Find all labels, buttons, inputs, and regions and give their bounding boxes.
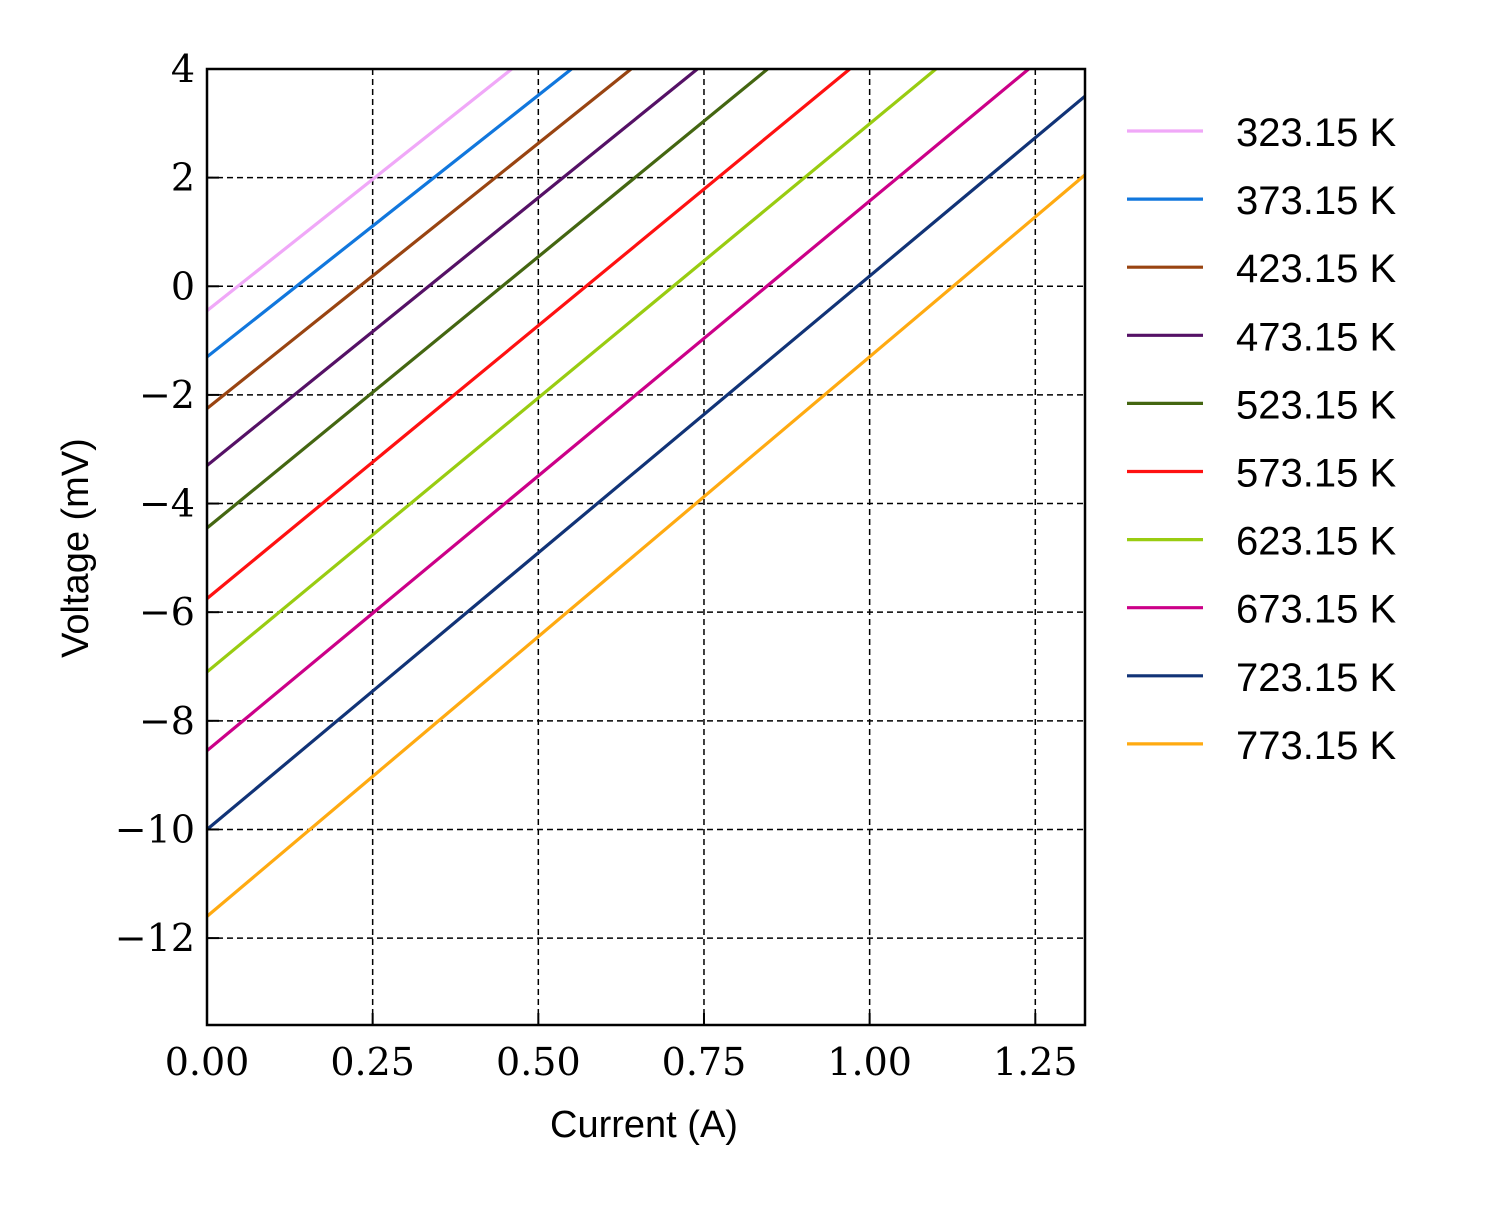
series-line bbox=[207, 69, 937, 674]
grid bbox=[207, 69, 1085, 1025]
y-tick-label: −8 bbox=[139, 699, 195, 743]
y-tick-label: 4 bbox=[171, 47, 195, 91]
legend-label: 323.15 K bbox=[1236, 111, 1396, 155]
series-line bbox=[207, 69, 573, 359]
series-line bbox=[207, 69, 513, 312]
series-line bbox=[207, 94, 1085, 831]
series-line bbox=[207, 69, 633, 410]
y-tick-label: −10 bbox=[115, 807, 195, 851]
x-tick-label: 0.25 bbox=[330, 1040, 415, 1084]
x-axis-label: Current (A) bbox=[550, 1104, 738, 1146]
legend-label: 623.15 K bbox=[1236, 520, 1396, 564]
series-line bbox=[207, 173, 1085, 918]
y-tick-label: −4 bbox=[139, 482, 195, 526]
x-tick-label: 1.25 bbox=[993, 1040, 1078, 1084]
legend-label: 373.15 K bbox=[1236, 179, 1396, 223]
legend-label: 723.15 K bbox=[1236, 656, 1396, 700]
y-tick-label: 2 bbox=[171, 156, 195, 200]
legend-label: 673.15 K bbox=[1236, 588, 1396, 632]
legend-label: 473.15 K bbox=[1236, 315, 1396, 359]
x-tick-label: 0.75 bbox=[662, 1040, 747, 1084]
y-tick-label: −6 bbox=[139, 590, 195, 634]
legend: 323.15 K 373.15 K 423.15 K 473.15 K 523.15 K… bbox=[1127, 111, 1396, 768]
legend-label: 573.15 K bbox=[1236, 452, 1396, 496]
series-line bbox=[207, 69, 851, 600]
series-line bbox=[207, 69, 769, 530]
series-line bbox=[207, 69, 1030, 752]
y-axis-label: Voltage (mV) bbox=[55, 438, 97, 658]
legend-label: 523.15 K bbox=[1236, 383, 1396, 427]
y-tick-label: 0 bbox=[171, 264, 195, 308]
plot-frame bbox=[205, 67, 1087, 1027]
ticks: 0.00 0.25 0.50 0.75 1.00 1.25 4 2 0 −2 −4 −6 −8 −10 −1… bbox=[115, 47, 1078, 1084]
legend-label: 423.15 K bbox=[1236, 247, 1396, 291]
x-tick-label: 0.00 bbox=[165, 1040, 250, 1084]
legend-label: 773.15 K bbox=[1236, 724, 1396, 768]
y-tick-label: −12 bbox=[115, 916, 195, 960]
x-tick-label: 0.50 bbox=[496, 1040, 581, 1084]
series-lines bbox=[207, 69, 1085, 918]
series-line bbox=[207, 69, 699, 467]
x-tick-label: 1.00 bbox=[827, 1040, 912, 1084]
y-tick-label: −2 bbox=[139, 373, 195, 417]
